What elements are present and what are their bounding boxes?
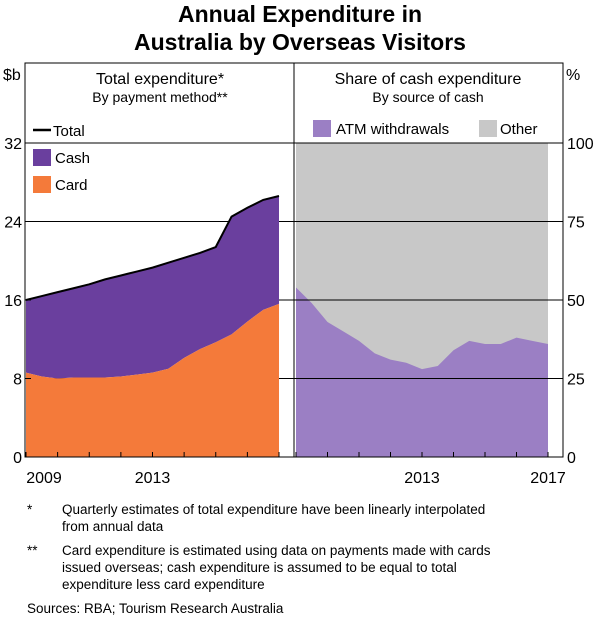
note-2-line-2: issued overseas; cash expenditure is ass… <box>62 560 457 575</box>
right-legend: ATM withdrawals Other <box>313 120 538 138</box>
left-y-tick-label: 0 <box>13 450 22 467</box>
right-panel-title: Share of cash expenditure <box>335 71 522 88</box>
left-x-tick-label: 2009 <box>26 470 62 487</box>
legend-label-card: Card <box>55 177 88 194</box>
note-1-line-2: from annual data <box>62 519 164 534</box>
right-y-tick-label: 50 <box>567 293 585 310</box>
right-y-tick-label: 0 <box>567 450 576 467</box>
right-panel: Share of cash expenditure By source of c… <box>294 71 594 487</box>
right-panel-subtitle: By source of cash <box>372 89 483 105</box>
note-2-line-3: expenditure less card expenditure <box>62 577 265 592</box>
legend-swatch-card <box>33 176 51 193</box>
right-axis-unit: % <box>566 67 580 84</box>
legend-label-other: Other <box>500 121 538 138</box>
legend-label-total: Total <box>53 123 85 140</box>
right-y-tick-label: 75 <box>567 215 585 232</box>
note-2-line-1: Card expenditure is estimated using data… <box>62 543 491 558</box>
right-y-ticks: 0 25 50 75 100 <box>557 136 594 467</box>
left-y-tick-label: 32 <box>4 136 22 153</box>
note-1-marker: * <box>27 502 33 517</box>
right-x-tick-label: 2013 <box>404 470 440 487</box>
cash-area <box>26 195 279 379</box>
left-panel-subtitle: By payment method** <box>92 89 228 105</box>
total-line <box>25 195 280 301</box>
left-panel: Total expenditure* By payment method** T… <box>4 71 294 487</box>
right-x-tick-label: 2017 <box>530 470 566 487</box>
legend-swatch-other <box>479 120 497 137</box>
left-plot-area <box>25 195 280 457</box>
right-x-ticks: 2013 2017 <box>295 452 566 487</box>
legend-swatch-cash <box>33 149 51 166</box>
chart-title-line-2: Australia by Overseas Visitors <box>134 29 466 55</box>
note-1-line-1: Quarterly estimates of total expenditure… <box>62 502 485 517</box>
left-axis-unit: $b <box>3 67 21 84</box>
right-y-tick-label: 25 <box>567 372 585 389</box>
right-grid <box>294 142 563 379</box>
left-x-ticks: 2009 2013 <box>25 452 280 487</box>
atm-area <box>296 287 548 457</box>
left-y-tick-label: 8 <box>13 372 22 389</box>
left-y-ticks: 0 8 16 24 32 <box>4 136 31 467</box>
left-legend: Total Cash Card <box>33 123 90 194</box>
left-y-tick-label: 24 <box>4 215 22 232</box>
left-panel-title: Total expenditure* <box>96 71 224 88</box>
right-y-tick-label: 100 <box>567 136 594 153</box>
sources: Sources: RBA; Tourism Research Australia <box>27 601 284 616</box>
legend-label-cash: Cash <box>55 150 90 167</box>
left-y-tick-label: 16 <box>4 293 22 310</box>
card-area <box>26 303 279 457</box>
legend-label-atm: ATM withdrawals <box>336 121 449 138</box>
footnotes: * Quarterly estimates of total expenditu… <box>27 502 491 616</box>
legend-swatch-atm <box>313 120 331 137</box>
chart-title-line-1: Annual Expenditure in <box>178 1 422 27</box>
left-x-tick-label: 2013 <box>135 470 171 487</box>
note-2-marker: ** <box>27 543 38 558</box>
